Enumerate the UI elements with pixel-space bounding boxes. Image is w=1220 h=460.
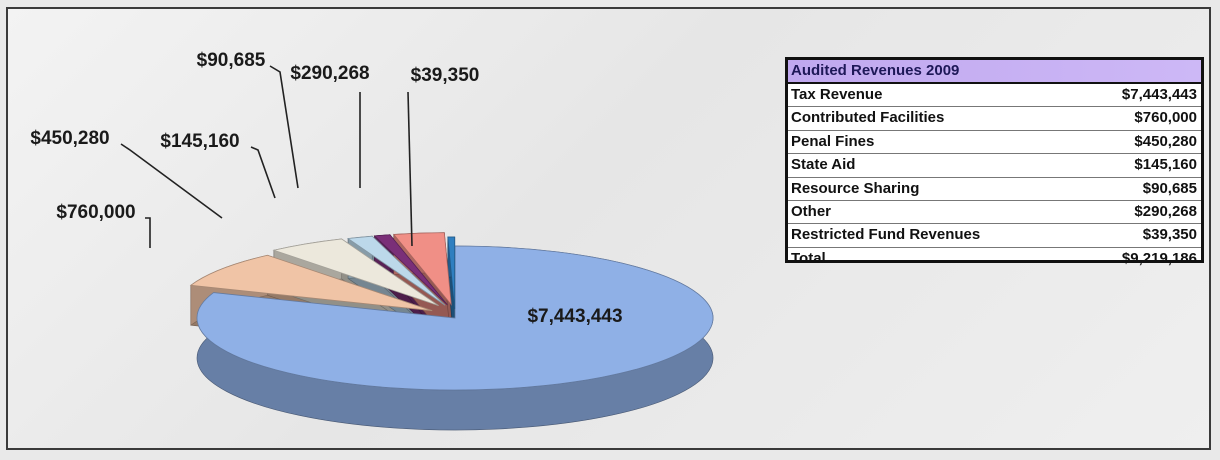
leader-line-contributed-facilities xyxy=(145,217,151,248)
row-value: $9,219,186 xyxy=(1121,249,1197,267)
pie-slice-tax-revenue xyxy=(196,245,714,391)
pie-slice-state-aid xyxy=(347,235,446,306)
table-row: Total $9,219,186 xyxy=(788,248,1201,270)
data-label-contributed-facilities: $760,000 xyxy=(56,202,135,223)
row-label: Tax Revenue xyxy=(791,86,883,103)
row-label: Penal Fines xyxy=(791,132,875,150)
table-row: Resource Sharing $90,685 xyxy=(788,178,1201,201)
leader-line-state-aid xyxy=(250,146,276,199)
data-label-other: $290,268 xyxy=(290,63,369,84)
data-label-restricted-fund: $39,350 xyxy=(411,65,480,86)
data-label-state-aid: $145,160 xyxy=(160,131,239,152)
table-title: Audited Revenues 2009 xyxy=(788,60,1201,84)
row-label: State Aid xyxy=(791,156,856,174)
leader-line-penal-fines xyxy=(120,143,223,219)
pie-slice-penal-fines xyxy=(272,238,439,307)
row-value: $760,000 xyxy=(1134,109,1197,127)
pie-slice-resource-sharing xyxy=(373,234,448,306)
table-row: Contributed Facilities $760,000 xyxy=(788,107,1201,131)
pie-slice-restricted-fund xyxy=(447,236,456,310)
row-label: Restricted Fund Revenues xyxy=(791,226,981,244)
data-label-resource-sharing: $90,685 xyxy=(197,50,266,71)
row-value: $90,685 xyxy=(1142,179,1197,197)
row-label: Contributed Facilities xyxy=(791,109,945,127)
row-label: Other xyxy=(791,202,832,220)
table-row: Penal Fines $450,280 xyxy=(788,131,1201,155)
pie-slice-other xyxy=(392,232,452,306)
row-value: $450,280 xyxy=(1134,132,1197,150)
row-value: $7,443,443 xyxy=(1121,86,1197,103)
pie-slice-contributed-facilities xyxy=(189,254,433,312)
row-label: Total xyxy=(791,249,826,267)
leader-line-resource-sharing xyxy=(269,65,299,189)
leader-line-restricted-fund xyxy=(407,91,413,247)
row-value: $290,268 xyxy=(1134,202,1197,220)
row-value: $145,160 xyxy=(1134,156,1197,174)
table-row: Other $290,268 xyxy=(788,201,1201,225)
data-label-tax-revenue: $7,443,443 xyxy=(527,306,622,327)
row-value: $39,350 xyxy=(1142,226,1197,244)
table-row: State Aid $145,160 xyxy=(788,154,1201,178)
row-label: Resource Sharing xyxy=(791,179,920,197)
table-row: Restricted Fund Revenues $39,350 xyxy=(788,224,1201,248)
revenue-pie-chart: $7,443,443 $760,000 $450,280 $145,160 $90,68… xyxy=(30,50,714,431)
revenue-table: Audited Revenues 2009 Tax Revenue $7,443,… xyxy=(785,57,1204,267)
data-label-penal-fines: $450,280 xyxy=(30,128,109,149)
table-row: Tax Revenue $7,443,443 xyxy=(788,84,1201,108)
